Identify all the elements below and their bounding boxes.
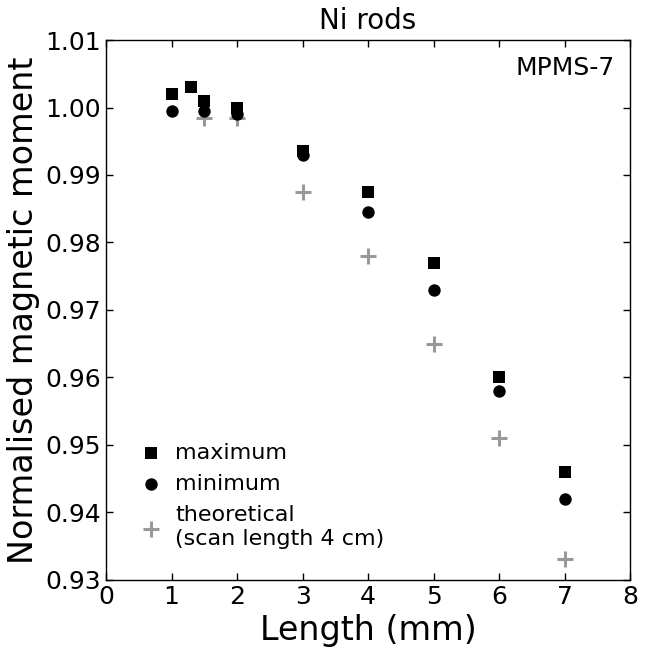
theoretical
(scan length 4 cm) (428, 338, 439, 349)
minimum (166, 106, 177, 116)
maximum (199, 95, 210, 106)
minimum (428, 284, 439, 295)
theoretical
(scan length 4 cm) (363, 250, 373, 261)
X-axis label: Length (mm): Length (mm) (260, 614, 477, 647)
theoretical
(scan length 4 cm) (232, 112, 243, 123)
minimum (199, 106, 210, 116)
minimum (559, 494, 570, 504)
theoretical
(scan length 4 cm) (297, 186, 308, 197)
theoretical
(scan length 4 cm) (494, 433, 504, 443)
theoretical
(scan length 4 cm) (559, 554, 570, 564)
maximum (363, 186, 373, 197)
Title: Ni rods: Ni rods (319, 7, 417, 35)
theoretical
(scan length 4 cm) (199, 112, 210, 123)
maximum (559, 466, 570, 477)
maximum (297, 146, 308, 156)
minimum (363, 207, 373, 217)
maximum (428, 258, 439, 268)
maximum (232, 102, 243, 112)
minimum (232, 109, 243, 120)
minimum (297, 150, 308, 160)
maximum (166, 89, 177, 99)
minimum (494, 386, 504, 396)
Legend: maximum, minimum, theoretical
(scan length 4 cm): maximum, minimum, theoretical (scan leng… (128, 434, 393, 557)
maximum (494, 372, 504, 383)
Y-axis label: Normalised magnetic moment: Normalised magnetic moment (7, 56, 40, 564)
Text: MPMS-7: MPMS-7 (515, 56, 614, 80)
maximum (186, 82, 197, 92)
